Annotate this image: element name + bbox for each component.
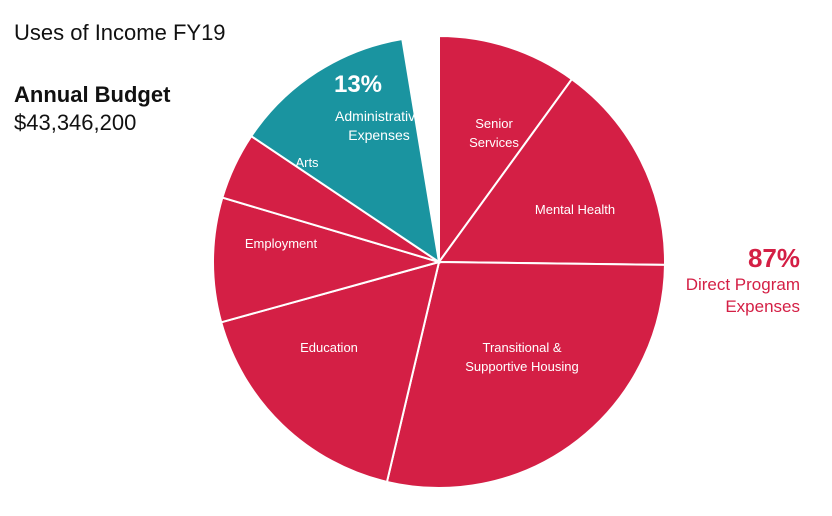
slice-label-senior-services: Senior Services — [469, 116, 519, 150]
slice-label-line: Administrative — [335, 108, 423, 124]
slice-label-mental-health: Mental Health — [535, 202, 615, 217]
pie-slice-senior-services — [438, 34, 574, 266]
pie-slice-transitional-supportive-housing — [385, 260, 666, 489]
direct-percent: 87% — [747, 243, 800, 273]
direct-program-callout: 87% Direct Program Expenses — [640, 242, 800, 318]
admin-percent: 13% — [334, 71, 382, 98]
slice-label-line: Expenses — [348, 127, 409, 143]
pie-slice-administrative-expenses — [249, 37, 441, 265]
slice-label-line: Mental Health — [535, 202, 615, 217]
annual-budget-label: Annual Budget — [14, 82, 171, 107]
slice-label-line: Employment — [245, 236, 318, 251]
chart-title: Uses of Income FY19 — [14, 20, 226, 45]
slice-label-line: Education — [300, 340, 358, 355]
slice-label-administrative-expenses: 13% Administrative Expenses — [334, 71, 423, 143]
direct-label-line2: Expenses — [725, 297, 800, 316]
slice-label-line: Senior — [475, 116, 513, 131]
slice-label-line: Supportive Housing — [465, 359, 578, 374]
slice-label-arts: Arts — [295, 155, 319, 170]
slice-label-transitional-supportive-housing: Transitional & Supportive Housing — [465, 340, 578, 374]
pie-slice-education — [219, 260, 441, 484]
annual-budget-value: $43,346,200 — [14, 110, 137, 135]
slice-label-line: Transitional & — [483, 340, 562, 355]
slice-label-education: Education — [300, 340, 358, 355]
slice-label-line: Arts — [295, 155, 319, 170]
slice-label-employment: Employment — [245, 236, 318, 251]
slice-label-line: Services — [469, 135, 519, 150]
direct-label-line1: Direct Program — [685, 275, 800, 294]
pie-slice-employment — [212, 196, 443, 324]
pie-slice-mental-health — [437, 77, 666, 266]
